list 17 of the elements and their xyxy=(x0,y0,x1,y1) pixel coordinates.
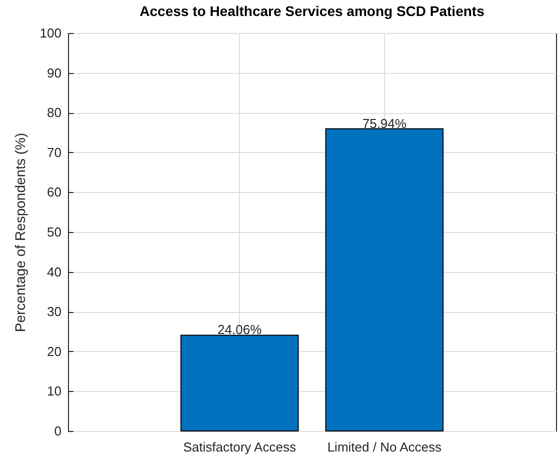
y-tick-label: 30 xyxy=(47,304,62,320)
y-tick-label: 80 xyxy=(47,105,62,120)
x-tick-label: Limited / No Access xyxy=(327,440,442,454)
y-tick-label: 20 xyxy=(47,344,62,359)
data-label: 75.94% xyxy=(362,116,407,131)
y-tick-label: 50 xyxy=(47,224,62,240)
y-tick-label: 60 xyxy=(47,184,62,200)
y-tick-label: 0 xyxy=(54,424,62,438)
y-tick-label: 10 xyxy=(47,384,62,399)
chart-title: Access to Healthcare Services among SCD Patients xyxy=(140,3,485,19)
y-tick-label: 90 xyxy=(47,65,62,80)
y-tick-label: 40 xyxy=(47,264,62,280)
data-label: 24.06% xyxy=(218,322,262,338)
y-axis-title: Percentage of Respondents (%) xyxy=(12,132,28,332)
x-tick-label: Satisfactory Access xyxy=(183,440,296,454)
y-tick-label: 100 xyxy=(40,26,62,40)
y-tick-label: 70 xyxy=(47,144,62,160)
